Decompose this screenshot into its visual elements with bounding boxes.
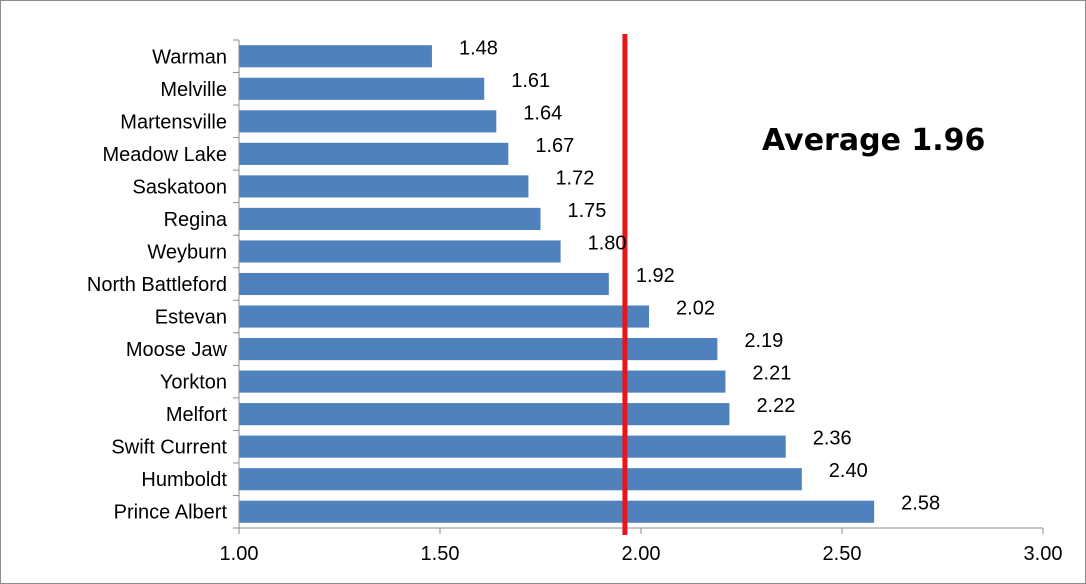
x-tick-label: 2.50 bbox=[823, 543, 862, 565]
category-label: Regina bbox=[164, 209, 228, 231]
data-label: 2.22 bbox=[756, 395, 795, 417]
x-tick-label: 2.00 bbox=[622, 543, 661, 565]
data-label: 1.48 bbox=[459, 37, 498, 59]
data-label: 1.80 bbox=[588, 232, 627, 254]
bar bbox=[239, 370, 726, 393]
data-label: 2.58 bbox=[901, 493, 940, 515]
data-label: 1.61 bbox=[511, 70, 550, 92]
category-label: Melfort bbox=[166, 404, 228, 426]
data-label: 1.64 bbox=[523, 102, 562, 124]
bar bbox=[239, 500, 875, 523]
bar bbox=[239, 175, 529, 198]
bar bbox=[239, 403, 730, 426]
data-label: 2.36 bbox=[813, 428, 852, 450]
data-label: 1.92 bbox=[636, 265, 675, 287]
x-tick-label: 3.00 bbox=[1024, 543, 1063, 565]
data-label: 1.75 bbox=[568, 200, 607, 222]
category-label: North Battleford bbox=[87, 274, 227, 296]
x-tick-label: 1.50 bbox=[421, 543, 460, 565]
category-label: Moose Jaw bbox=[126, 339, 228, 361]
data-label: 2.19 bbox=[744, 330, 783, 352]
bar bbox=[239, 110, 497, 133]
category-label: Swift Current bbox=[111, 437, 227, 459]
bar bbox=[239, 207, 541, 230]
bars-layer bbox=[239, 45, 875, 523]
category-label: Meadow Lake bbox=[102, 144, 227, 166]
bar bbox=[239, 338, 718, 361]
data-label: 1.67 bbox=[535, 135, 574, 157]
category-label: Warman bbox=[152, 46, 227, 68]
bar bbox=[239, 240, 561, 263]
data-label: 1.72 bbox=[555, 167, 594, 189]
category-label: Estevan bbox=[155, 307, 227, 329]
bar bbox=[239, 45, 432, 68]
data-label: 2.40 bbox=[829, 460, 868, 482]
category-label: Prince Albert bbox=[114, 502, 228, 524]
category-label: Saskatoon bbox=[132, 176, 227, 198]
bar bbox=[239, 142, 509, 165]
axes-layer bbox=[233, 34, 1044, 535]
category-label: Weyburn bbox=[147, 241, 227, 263]
category-label: Yorkton bbox=[160, 372, 227, 394]
bar bbox=[239, 468, 802, 491]
category-label: Martensville bbox=[120, 111, 227, 133]
x-tick-label: 1.00 bbox=[220, 543, 259, 565]
data-label: 2.02 bbox=[676, 298, 715, 320]
bar bbox=[239, 305, 650, 328]
category-label: Humboldt bbox=[141, 469, 227, 491]
bar bbox=[239, 77, 485, 100]
category-label: Melville bbox=[160, 79, 227, 101]
bar bbox=[239, 435, 786, 458]
average-annotation: Average 1.96 bbox=[762, 123, 985, 158]
bar bbox=[239, 272, 609, 296]
data-label: 2.21 bbox=[752, 363, 791, 385]
labels-layer: Warman 1.48 Melville 1.61 Martensville 1.64 Me… bbox=[87, 37, 1063, 565]
